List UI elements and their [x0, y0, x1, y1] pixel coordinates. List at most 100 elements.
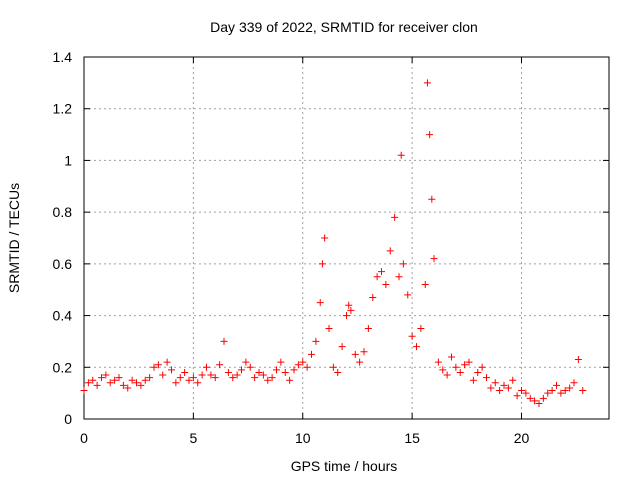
data-point [382, 281, 390, 289]
data-point [526, 394, 534, 402]
data-point [321, 234, 329, 242]
data-point [242, 358, 250, 366]
data-point [229, 374, 237, 382]
data-point [238, 366, 245, 374]
y-axis-label: SRMTID / TECUs [6, 183, 22, 293]
data-point [579, 387, 587, 395]
data-point [522, 389, 530, 397]
chart-title: Day 339 of 2022, SRMTID for receiver clo… [210, 19, 478, 35]
data-point [150, 363, 158, 371]
data-point [373, 273, 381, 281]
data-point [338, 343, 346, 351]
data-point [548, 387, 556, 395]
data-point [128, 376, 136, 384]
data-point [500, 381, 508, 389]
data-point [351, 350, 359, 358]
data-point [303, 363, 311, 371]
data-point [360, 348, 368, 356]
data-point [544, 389, 552, 397]
data-point [461, 361, 469, 369]
data-point [509, 376, 517, 384]
data-point [518, 387, 525, 395]
data-point [294, 361, 302, 369]
data-point [159, 371, 167, 379]
data-point [259, 371, 267, 379]
data-point [216, 361, 224, 369]
data-point [98, 374, 105, 382]
data-point [513, 392, 521, 400]
data-point [452, 363, 460, 371]
data-point [399, 260, 407, 268]
data-point [133, 379, 140, 387]
data-point [430, 255, 438, 263]
y-tick-label: 1.2 [53, 101, 73, 117]
data-point [364, 325, 372, 332]
data-point [465, 358, 473, 366]
data-point [281, 368, 289, 376]
data-point [111, 376, 119, 384]
data-point [566, 384, 574, 392]
data-point [124, 384, 132, 392]
data-point [251, 374, 259, 382]
x-tick-label: 15 [404, 430, 420, 446]
data-point [299, 358, 307, 366]
data-point [119, 381, 127, 389]
y-tick-label: 0.2 [53, 359, 73, 375]
data-point [329, 363, 337, 371]
data-point [176, 374, 184, 382]
data-point [312, 337, 320, 345]
data-point [181, 368, 189, 376]
data-point [325, 325, 333, 332]
data-point [102, 371, 110, 379]
data-point [395, 273, 403, 281]
data-point [496, 387, 504, 395]
data-point [89, 376, 97, 384]
data-point [233, 371, 241, 379]
data-point [286, 376, 294, 384]
data-point [255, 368, 263, 376]
data-point [439, 366, 447, 374]
data-point [386, 247, 394, 255]
data-point [491, 379, 499, 387]
data-point [421, 281, 429, 289]
data-point [172, 379, 180, 387]
data-point [535, 399, 543, 407]
data-point [478, 363, 486, 371]
data-point [203, 363, 210, 371]
axis-ticks: 0 5 10 15 20 0 0.2 0.4 0.6 0.8 1 1.2 1.4 [53, 49, 609, 446]
data-point [93, 381, 101, 389]
data-point [469, 376, 477, 384]
data-point [198, 371, 206, 379]
data-point [106, 379, 114, 387]
data-point [220, 337, 228, 345]
y-tick-label: 0.6 [53, 256, 73, 272]
data-point [347, 306, 355, 314]
grid [84, 57, 609, 419]
data-point [504, 384, 512, 392]
data-point [391, 213, 399, 221]
data-point [557, 389, 565, 397]
data-point [211, 374, 219, 382]
y-tick-label: 0.4 [53, 308, 73, 324]
data-point [561, 387, 569, 395]
data-point [246, 363, 254, 371]
y-tick-label: 1 [64, 152, 72, 168]
data-point [428, 195, 436, 203]
data-point [290, 366, 298, 374]
data-point [277, 358, 285, 366]
data-point [531, 397, 539, 405]
data-point [345, 301, 353, 309]
data-point [224, 368, 232, 376]
x-tick-label: 5 [189, 430, 197, 446]
data-point [84, 379, 92, 387]
y-tick-label: 0.8 [53, 204, 73, 220]
data-point [378, 268, 385, 276]
plot-frame [83, 56, 610, 420]
data-point [268, 374, 276, 382]
x-tick-label: 10 [295, 430, 311, 446]
data-point [318, 260, 326, 268]
data-point [443, 371, 451, 379]
data-point [404, 291, 412, 299]
data-point [146, 374, 154, 382]
